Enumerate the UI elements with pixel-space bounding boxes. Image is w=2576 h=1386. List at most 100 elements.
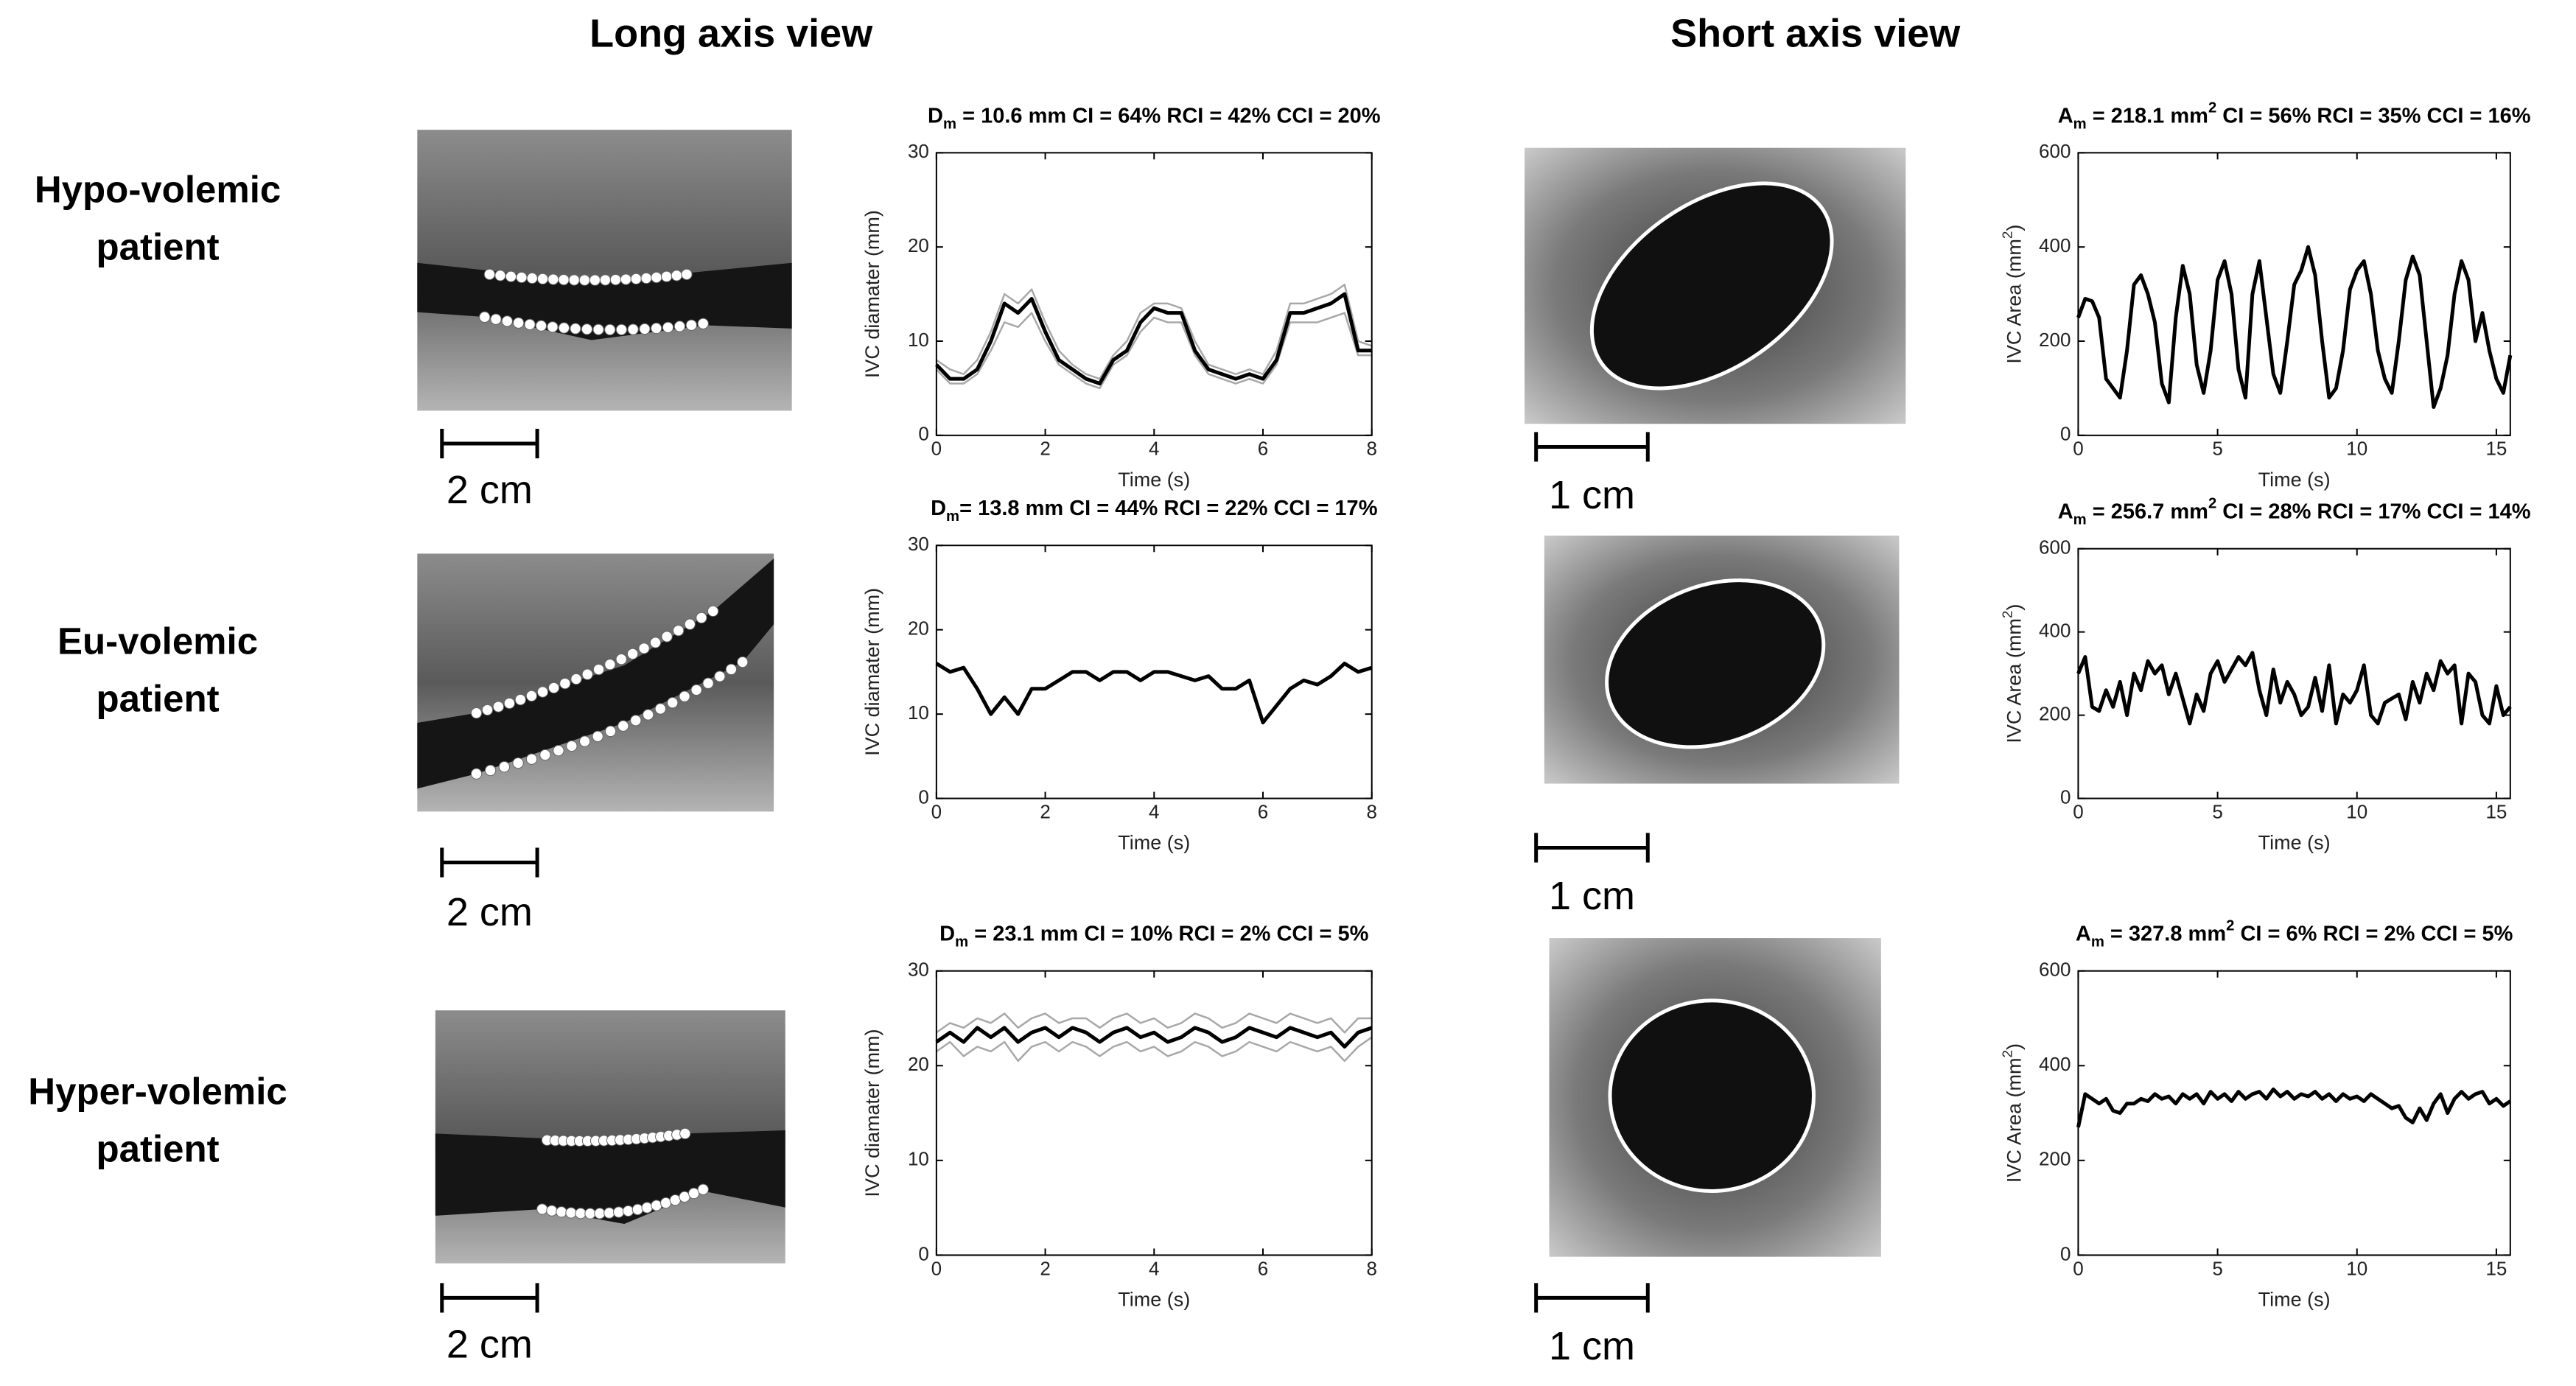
y-axis-label: IVC diamater (mm) <box>861 1029 883 1197</box>
y-tick-label: 200 <box>2039 702 2071 724</box>
wall-point <box>536 686 549 698</box>
y-tick-label: 400 <box>2039 620 2071 642</box>
scale-label: 1 cm <box>1549 1324 1635 1368</box>
wall-point <box>702 677 714 689</box>
chart-title: Am = 218.1 mm2 CI = 56% RCI = 35% CCI = … <box>2058 100 2531 133</box>
y-axis-label-part: ) <box>2003 1043 2026 1050</box>
y-axis-label: IVC Area (mm2) <box>2000 1043 2026 1183</box>
y-tick-label: 30 <box>908 959 929 981</box>
row-label: patient <box>96 225 219 267</box>
y-axis-label-part: 2 <box>2000 611 2015 619</box>
y-tick-label: 0 <box>918 1242 928 1264</box>
wall-point <box>581 323 593 335</box>
plot-area <box>936 153 1372 435</box>
data-line <box>935 292 1372 386</box>
wall-point <box>581 668 593 680</box>
wall-point <box>516 271 528 284</box>
wall-point <box>679 1191 690 1203</box>
wall-point <box>556 1206 567 1218</box>
row-label: Eu-volemic <box>57 620 258 662</box>
plot-area <box>2078 970 2510 1256</box>
y-tick-label: 20 <box>908 617 929 640</box>
data-line <box>2076 651 2512 726</box>
wall-point <box>501 315 513 327</box>
wall-point <box>667 697 679 709</box>
x-tick-label: 10 <box>2346 438 2367 460</box>
wall-point <box>470 768 483 780</box>
chart-title-part: D <box>928 104 943 127</box>
wall-point <box>483 268 496 280</box>
wall-point <box>592 663 605 676</box>
wall-point <box>603 1207 615 1219</box>
y-axis-label-part: IVC diamater (mm) <box>861 210 883 378</box>
wall-point <box>525 753 538 765</box>
y-axis-label-part: IVC Area (mm <box>2003 618 2026 743</box>
y-tick-label: 20 <box>908 1053 929 1075</box>
wall-point <box>638 643 650 654</box>
y-axis-label: IVC diamater (mm) <box>861 210 883 378</box>
x-tick-label: 0 <box>931 800 942 822</box>
wall-point <box>578 274 591 286</box>
x-tick-label: 4 <box>1149 1257 1159 1279</box>
wall-point <box>592 323 604 335</box>
wall-point <box>492 701 505 713</box>
wall-point <box>490 313 502 325</box>
wall-point <box>684 618 696 630</box>
wall-point <box>526 272 538 284</box>
wall-point <box>681 268 693 280</box>
chart-title-part: = 327.8 mm <box>2104 922 2226 945</box>
y-tick-label: 0 <box>918 423 928 445</box>
wall-point <box>604 725 617 738</box>
data-line <box>2076 1087 2512 1128</box>
wall-point <box>725 663 738 676</box>
x-tick-label: 0 <box>2073 438 2083 460</box>
x-tick-label: 5 <box>2212 438 2222 460</box>
wall-point <box>643 709 654 721</box>
axes-box <box>935 545 1373 799</box>
chart-title-part: CI = 28% RCI = 17% CCI = 14% <box>2216 500 2531 523</box>
wall-point <box>651 271 662 284</box>
wall-point <box>570 323 581 335</box>
axes-box <box>2077 152 2511 436</box>
wall-point <box>679 690 690 702</box>
wall-point <box>620 273 632 285</box>
x-axis-label: Time (s) <box>2258 469 2331 491</box>
wall-point <box>484 764 497 777</box>
vessel-contour <box>1608 998 1816 1193</box>
wall-point <box>662 321 674 333</box>
wall-point <box>627 323 639 335</box>
wall-point <box>494 270 506 281</box>
axes-box <box>935 970 1373 1256</box>
x-axis-label: Time (s) <box>2258 832 2331 854</box>
wall-point <box>558 273 570 286</box>
wall-point <box>584 1208 596 1219</box>
row-label: patient <box>96 1127 219 1169</box>
wall-point <box>685 319 697 331</box>
y-tick-label: 20 <box>908 234 929 256</box>
x-tick-label: 5 <box>2212 1257 2222 1279</box>
wall-point <box>654 703 666 715</box>
x-tick-label: 2 <box>1040 800 1050 822</box>
wall-point <box>570 673 582 685</box>
wall-point <box>671 270 682 281</box>
wall-point <box>641 1202 653 1214</box>
chart-title: Am = 256.7 mm2 CI = 28% RCI = 17% CCI = … <box>2058 496 2531 528</box>
y-tick-label: 200 <box>2039 1148 2071 1170</box>
wall-point <box>651 322 662 335</box>
y-tick-label: 10 <box>908 329 929 351</box>
wall-point <box>649 637 662 648</box>
wall-point <box>617 720 629 732</box>
chart-title-part: m <box>2091 934 2104 951</box>
data-line <box>936 1012 1372 1034</box>
wall-point <box>673 321 686 332</box>
x-axis-label: Time (s) <box>2258 1289 2331 1311</box>
wall-point <box>479 311 491 323</box>
wall-point <box>512 757 524 769</box>
wall-point <box>498 761 511 773</box>
y-axis-label: IVC diamater (mm) <box>861 588 883 756</box>
x-tick-label: 10 <box>2346 800 2367 822</box>
x-tick-label: 0 <box>2073 800 2083 822</box>
y-tick-label: 0 <box>2060 1242 2071 1264</box>
x-tick-label: 8 <box>1366 800 1376 822</box>
